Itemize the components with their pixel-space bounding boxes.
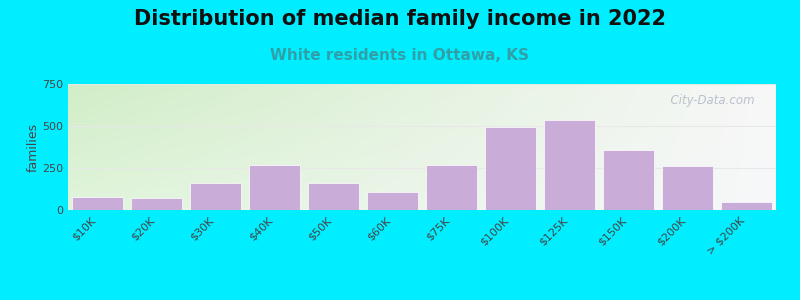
Bar xyxy=(73,197,122,210)
Text: City-Data.com: City-Data.com xyxy=(663,94,754,107)
Bar xyxy=(131,198,182,210)
Text: Distribution of median family income in 2022: Distribution of median family income in … xyxy=(134,9,666,29)
Bar xyxy=(662,166,713,210)
Bar xyxy=(250,165,299,210)
Bar xyxy=(486,127,535,210)
Bar xyxy=(309,183,358,210)
Text: White residents in Ottawa, KS: White residents in Ottawa, KS xyxy=(270,48,530,63)
Y-axis label: families: families xyxy=(26,122,39,172)
Bar xyxy=(545,120,594,210)
Bar xyxy=(722,202,771,210)
Bar xyxy=(190,183,241,210)
Bar xyxy=(426,165,477,210)
Bar xyxy=(603,149,654,210)
Bar xyxy=(367,191,418,210)
